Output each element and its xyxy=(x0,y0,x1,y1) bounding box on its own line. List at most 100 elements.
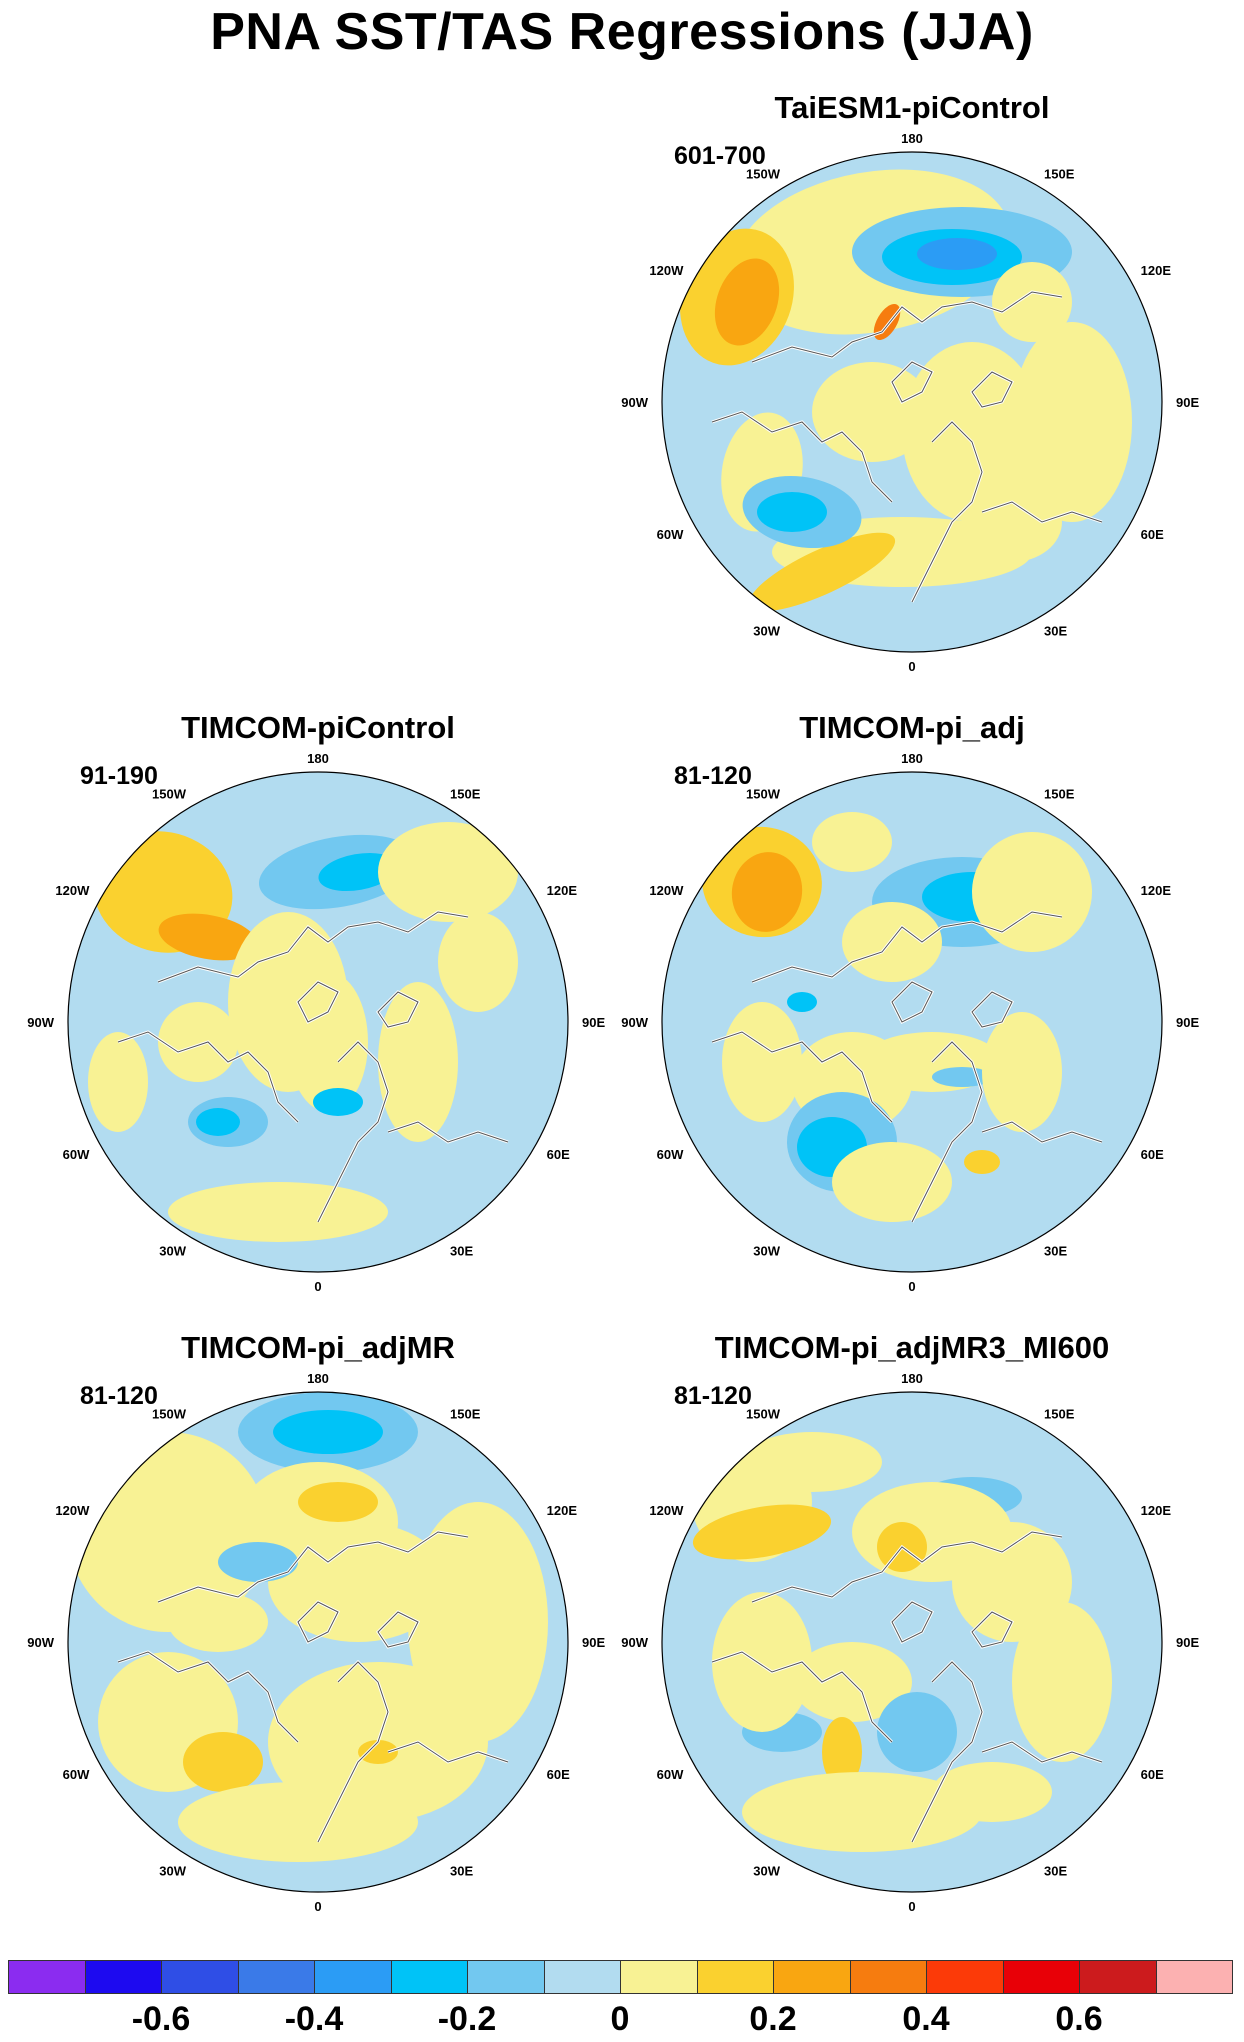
coastline xyxy=(891,1601,933,1643)
panel-title: TIMCOM-pi_adjMR3_MI600 xyxy=(714,1330,1110,1365)
longitude-label: 60E xyxy=(547,1147,570,1162)
longitude-label: 150W xyxy=(152,786,187,801)
anomaly-region xyxy=(158,1002,238,1082)
colorbar-swatch xyxy=(543,1960,621,1994)
longitude-label: 180 xyxy=(901,1371,923,1386)
colorbar-swatch xyxy=(1079,1960,1156,1994)
colorbar-swatch xyxy=(314,1960,391,1994)
polar-map: 180 150E 120E 90E 60E 30E 0 30W 60W 90W 120W 150W xyxy=(27,751,605,1294)
longitude-label: 0 xyxy=(908,1899,915,1914)
map-boundary xyxy=(661,151,1163,653)
coastline xyxy=(317,1661,389,1843)
colorbar-swatch xyxy=(84,1960,162,1994)
longitude-label: 0 xyxy=(314,1899,321,1914)
longitude-label: 150E xyxy=(1044,786,1075,801)
coastline xyxy=(117,1651,299,1743)
anomaly-region xyxy=(812,812,892,872)
longitude-label: 90E xyxy=(1176,395,1199,410)
longitude-label: 60E xyxy=(1141,1767,1164,1782)
coastline xyxy=(971,1611,1013,1648)
colorbar-swatch xyxy=(390,1960,468,1994)
coastline xyxy=(317,1041,389,1223)
panel-years: 81-120 xyxy=(80,1382,158,1410)
map-panel: TIMCOM-pi_adjMR3_MI600 81-120 180 150E 120E 9… xyxy=(612,1330,1212,1914)
anomaly-region xyxy=(273,1410,383,1454)
coastline xyxy=(911,1041,983,1223)
colorbar-swatch xyxy=(620,1960,697,1994)
longitude-label: 90W xyxy=(621,395,648,410)
coastline xyxy=(751,911,1063,983)
longitude-label: 120E xyxy=(547,1503,578,1518)
colorbar-tick-label: 0.2 xyxy=(749,2000,797,2038)
longitude-label: 0 xyxy=(908,1279,915,1294)
longitude-label: 150E xyxy=(1044,1406,1075,1421)
panel-title: TIMCOM-pi_adj xyxy=(799,710,1025,745)
anomaly-region xyxy=(712,1592,812,1732)
anomaly-region xyxy=(313,1088,363,1116)
longitude-label: 90E xyxy=(582,1015,605,1030)
anomaly-region xyxy=(318,852,398,892)
polar-map: 180 150E 120E 90E 60E 30E 0 30W 60W 90W 120W 150W xyxy=(621,131,1199,674)
longitude-label: 150W xyxy=(152,1406,187,1421)
colorbar-tick-label: 0 xyxy=(610,2000,630,2038)
longitude-label: 60W xyxy=(63,1767,90,1782)
anomaly-region xyxy=(877,1692,957,1772)
colorbar-swatch xyxy=(849,1960,927,1994)
colorbar-swatch xyxy=(8,1960,85,1994)
anomaly-region xyxy=(748,532,896,612)
longitude-label: 60W xyxy=(657,527,684,542)
longitude-label: 60E xyxy=(547,1767,570,1782)
longitude-label: 30E xyxy=(1044,1864,1067,1879)
longitude-label: 60W xyxy=(63,1147,90,1162)
anomaly-region xyxy=(438,912,518,1012)
longitude-label: 0 xyxy=(314,1279,321,1294)
coastline xyxy=(891,981,933,1023)
coastline xyxy=(891,361,933,403)
longitude-label: 90W xyxy=(621,1635,648,1650)
anomaly-region xyxy=(378,822,518,922)
longitude-label: 0 xyxy=(908,659,915,674)
longitude-label: 180 xyxy=(901,131,923,146)
anomaly-region xyxy=(742,1772,982,1852)
map-boundary xyxy=(661,1391,1163,1893)
coastline xyxy=(981,501,1103,523)
longitude-label: 60E xyxy=(1141,1147,1164,1162)
longitude-label: 30E xyxy=(1044,1244,1067,1259)
anomaly-region xyxy=(731,852,803,932)
coastline xyxy=(981,1121,1103,1143)
anomaly-region xyxy=(183,1732,263,1792)
longitude-label: 150W xyxy=(746,166,781,181)
anomaly-region xyxy=(992,262,1072,342)
colorbar-tick-label: -0.2 xyxy=(437,2000,497,2038)
anomaly-region xyxy=(822,1717,862,1787)
longitude-label: 150E xyxy=(450,786,481,801)
longitude-label: 90W xyxy=(621,1015,648,1030)
colorbar-swatch xyxy=(161,1960,238,1994)
panel-years: 601-700 xyxy=(674,142,766,170)
anomaly-region xyxy=(932,1067,992,1087)
anomaly-region xyxy=(168,1182,388,1242)
anomaly-region xyxy=(962,482,1062,562)
map-panel: TIMCOM-pi_adjMR 81-120 180 150E 120E 90E 60E 30… xyxy=(18,1330,618,1914)
longitude-label: 180 xyxy=(307,751,329,766)
panel-years: 91-190 xyxy=(80,762,158,790)
anomaly-region xyxy=(812,362,932,462)
polar-map: 180 150E 120E 90E 60E 30E 0 30W 60W 90W 120W 150W xyxy=(621,1371,1199,1914)
longitude-label: 30W xyxy=(753,1864,780,1879)
coastline xyxy=(117,1031,299,1123)
longitude-label: 30E xyxy=(1044,624,1067,639)
colorbar-swatch xyxy=(237,1960,315,1994)
longitude-label: 60W xyxy=(657,1767,684,1782)
longitude-label: 90W xyxy=(27,1635,54,1650)
longitude-label: 90E xyxy=(1176,1015,1199,1030)
anomaly-region xyxy=(692,1504,832,1560)
coastline xyxy=(157,911,469,983)
panel-title: TIMCOM-pi_adjMR xyxy=(181,1330,455,1365)
anomaly-region xyxy=(378,982,458,1142)
colorbar-tick-label: -0.4 xyxy=(284,2000,344,2038)
anomaly-region xyxy=(842,902,942,982)
longitude-label: 120E xyxy=(547,883,578,898)
longitude-label: 30E xyxy=(450,1244,473,1259)
longitude-label: 180 xyxy=(307,1371,329,1386)
anomaly-region xyxy=(358,1740,398,1764)
